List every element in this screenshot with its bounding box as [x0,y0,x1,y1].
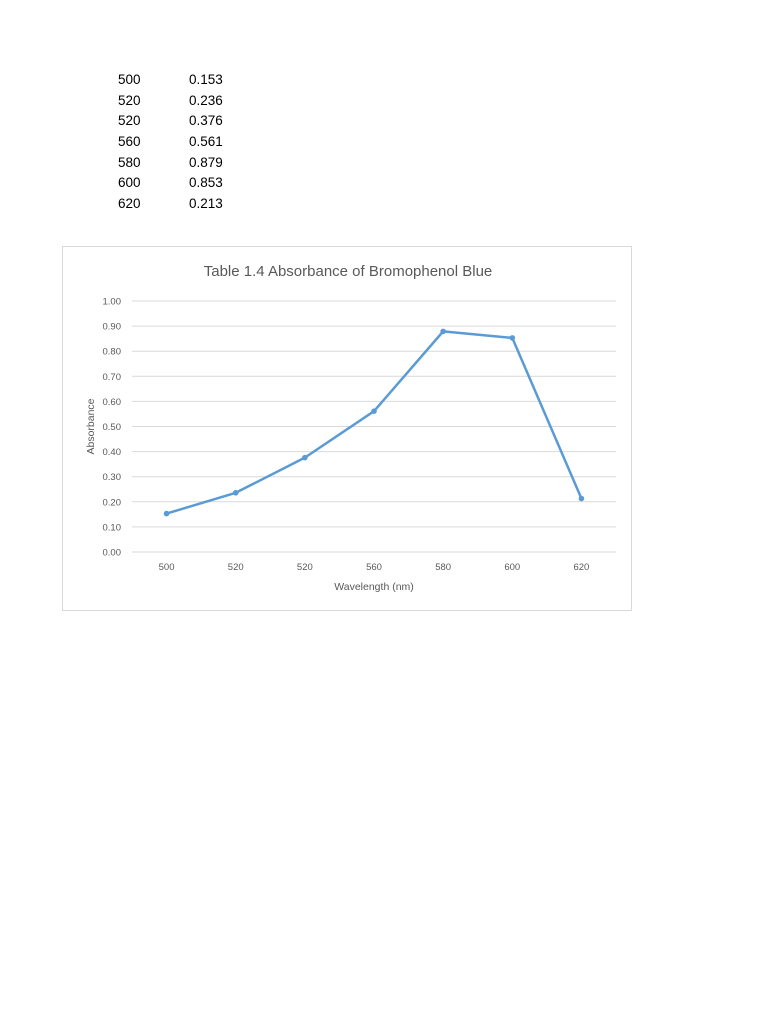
data-table: 500 0.153 520 0.236 520 0.376 560 0.561 580 0.879… [118,70,269,215]
data-point [163,510,170,517]
wavelength-cell: 580 [118,154,141,170]
y-tick-label: 0.60 [103,397,122,408]
y-tick-label: 0.20 [103,497,122,508]
wavelength-cell: 520 [118,92,141,108]
data-point [440,328,446,335]
x-tick-label: 620 [573,562,589,573]
y-tick-label: 0.10 [103,522,122,533]
absorbance-cell: 0.153 [189,72,223,87]
y-tick-label: 0.40 [103,447,122,458]
table-row: 500 0.153 [118,70,269,91]
y-tick-label: 0.70 [103,372,122,383]
wavelength-cell: 600 [118,175,141,191]
table-row: 520 0.236 [118,91,269,112]
absorbance-cell: 0.853 [189,175,223,191]
data-point [302,454,308,461]
chart-frame: Table 1.4 Absorbance of Bromophenol Blue… [62,246,632,611]
x-tick-label: 560 [366,562,382,573]
x-axis-label: Wavelength (nm) [334,581,414,593]
table-row: 520 0.376 [118,111,269,132]
y-tick-label: 1.00 [103,297,122,308]
table-row: 560 0.561 [118,132,269,153]
y-tick-label: 0.00 [103,548,122,559]
x-tick-label: 500 [159,562,175,573]
x-tick-label: 520 [297,562,313,573]
series-line [165,330,583,515]
y-tick-label: 0.90 [103,322,122,333]
wavelength-cell: 620 [118,196,141,212]
table-row: 600 0.853 [118,173,269,194]
data-point [371,408,377,414]
y-tick-label: 0.50 [103,422,122,433]
y-tick-label: 0.30 [103,472,122,483]
data-point [232,489,239,496]
absorbance-cell: 0.236 [189,92,223,108]
chart-title: Table 1.4 Absorbance of Bromophenol Blue [204,263,493,280]
absorbance-cell: 0.879 [189,154,223,170]
y-axis-label: Absorbance [85,398,97,454]
absorbance-cell: 0.561 [189,134,223,150]
wavelength-cell: 520 [118,113,141,129]
x-tick-label: 600 [504,562,520,573]
data-point [578,495,585,502]
table-row: 580 0.879 [118,153,269,174]
wavelength-cell: 500 [118,72,141,87]
table-row: 620 0.213 [118,194,269,215]
wavelength-cell: 560 [118,134,141,150]
x-tick-label: 580 [435,562,451,573]
data-point [509,335,516,341]
x-tick-label: 520 [228,562,244,573]
absorbance-cell: 0.213 [189,196,223,212]
absorbance-cell: 0.376 [189,113,223,129]
y-tick-label: 0.80 [103,347,122,358]
line-chart: Table 1.4 Absorbance of Bromophenol Blue… [85,263,616,593]
